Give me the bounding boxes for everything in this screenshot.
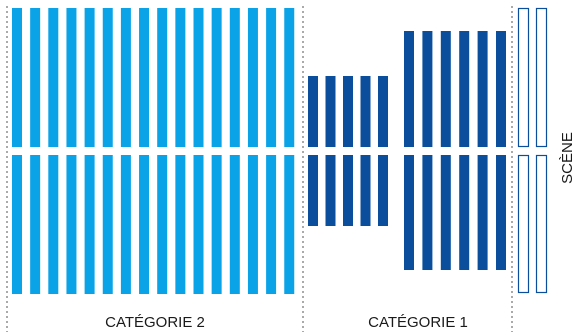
categorie-2-row-bottom-13: [229, 155, 240, 294]
categorie-2-rows: [12, 8, 295, 294]
categorie-2-row-top-7: [120, 8, 131, 147]
categorie-1-row-top-6: [404, 31, 414, 147]
categorie-2-row-top-13: [229, 8, 240, 147]
categorie-1-row-top-4: [360, 76, 371, 147]
categorie-1-row-bottom-10: [477, 155, 488, 270]
categorie-2-row-bottom-8: [139, 155, 150, 294]
categorie-1-row-bottom-9: [459, 155, 470, 270]
categorie-1-row-bottom-4: [360, 155, 371, 226]
categorie-1-row-bottom-8: [440, 155, 451, 270]
divider-lines: [6, 6, 513, 332]
categorie-2-label: CATÉGORIE 2: [105, 314, 205, 331]
categorie-2-row-bottom-1: [12, 155, 22, 294]
categorie-2-row-top-2: [30, 8, 41, 147]
categorie-2-row-top-12: [211, 8, 222, 147]
categorie-2-row-top-9: [157, 8, 168, 147]
categorie-1-row-top-10: [477, 31, 488, 147]
categorie-1-row-bottom-11: [496, 155, 506, 270]
categorie-2-row-bottom-4: [66, 155, 77, 294]
stage-block-top-2: [535, 7, 548, 148]
categorie-2-row-top-5: [84, 8, 95, 147]
categorie-2-row-top-14: [247, 8, 258, 147]
categorie-2-row-bottom-7: [120, 155, 131, 294]
categorie-1-row-top-11: [496, 31, 506, 147]
categorie-2-row-top-11: [193, 8, 204, 147]
categorie-2-row-top-1: [12, 8, 22, 147]
categorie-2-row-top-16: [284, 8, 295, 147]
categorie-1-row-top-8: [440, 31, 451, 147]
categorie-1-rows: [308, 31, 506, 270]
categorie-1-row-bottom-5: [378, 155, 388, 226]
categorie-2-row-top-4: [66, 8, 77, 147]
categorie-2-row-bottom-2: [30, 155, 41, 294]
categorie-1-row-bottom-6: [404, 155, 414, 270]
categorie-1-row-bottom-3: [343, 155, 353, 226]
categorie-1-row-bottom-7: [422, 155, 433, 270]
categorie-1-row-top-5: [378, 76, 388, 147]
categorie-2-row-bottom-3: [48, 155, 59, 294]
categorie-2-row-bottom-10: [175, 155, 186, 294]
stage-block-top-1: [517, 7, 530, 148]
categorie-2-row-bottom-11: [193, 155, 204, 294]
categorie-1-label: CATÉGORIE 1: [368, 314, 468, 331]
categorie-2-row-bottom-16: [284, 155, 295, 294]
categorie-1-row-top-2: [325, 76, 336, 147]
categorie-1-row-top-1: [308, 76, 318, 147]
categorie-2-row-bottom-6: [102, 155, 113, 294]
categorie-2-row-top-15: [266, 8, 277, 147]
scene-label: SCÈNE: [559, 132, 576, 184]
categorie-1-row-bottom-1: [308, 155, 318, 226]
categorie-2-row-top-3: [48, 8, 59, 147]
categorie-2-row-top-8: [139, 8, 150, 147]
categorie-2-row-bottom-12: [211, 155, 222, 294]
categorie-2-row-top-6: [102, 8, 113, 147]
categorie-1-row-top-7: [422, 31, 433, 147]
categorie-2-row-bottom-9: [157, 155, 168, 294]
stage-block-bottom-1: [517, 154, 530, 294]
stage-block-bottom-2: [535, 154, 548, 294]
categorie-2-row-bottom-5: [84, 155, 95, 294]
categorie-1-row-bottom-2: [325, 155, 336, 226]
categorie-2-row-bottom-14: [247, 155, 258, 294]
categorie-1-row-top-9: [459, 31, 470, 147]
stage: [517, 7, 548, 294]
categorie-2-row-bottom-15: [266, 155, 277, 294]
categorie-1-row-top-3: [343, 76, 353, 147]
categorie-2-row-top-10: [175, 8, 186, 147]
